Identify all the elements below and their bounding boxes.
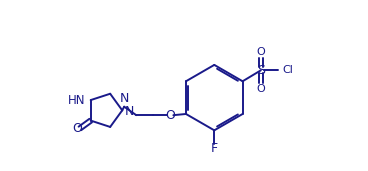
Text: O: O: [72, 122, 82, 135]
Text: O: O: [256, 47, 265, 57]
Text: O: O: [165, 109, 175, 122]
Text: F: F: [211, 142, 218, 155]
Text: HN: HN: [68, 94, 86, 107]
Text: N: N: [125, 105, 135, 118]
Text: Cl: Cl: [283, 65, 293, 75]
Text: N: N: [120, 93, 129, 106]
Text: S: S: [257, 64, 265, 77]
Text: O: O: [256, 83, 265, 94]
